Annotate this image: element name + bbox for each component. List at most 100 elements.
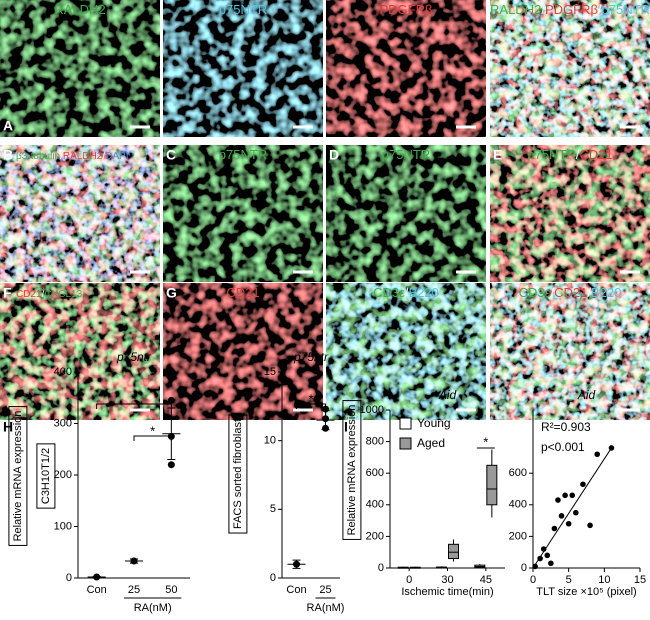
x-axis-label: RA(nM): [307, 602, 345, 614]
x-tick-label: 0: [406, 574, 412, 586]
annotation: R²=0.903: [541, 420, 591, 434]
image-title: CD21: [226, 285, 259, 300]
y-tick-label: 800: [366, 436, 384, 448]
title-part: RALDH2: [54, 2, 105, 17]
panel-label: F: [3, 285, 12, 301]
point: [587, 522, 593, 529]
point: [540, 546, 547, 552]
box: [448, 543, 459, 560]
title-part: CD21: [226, 285, 259, 300]
x-tick-label: 10: [598, 574, 610, 586]
point: [167, 461, 175, 469]
title-part: /: [541, 2, 545, 17]
micrograph: [490, 145, 650, 282]
title-part: p75NTR: [527, 147, 575, 162]
y-tick-label: 200: [54, 469, 72, 481]
micrograph: [0, 283, 160, 420]
title-part: p75NTR: [219, 2, 267, 17]
y-axis-label: Relative mRNA expression: [12, 411, 24, 542]
point: [322, 405, 329, 413]
y-tick-label: 200: [509, 530, 527, 542]
boxed-label: C3H10T1/2: [36, 443, 56, 509]
x-axis-label: Ischemic time(min): [401, 586, 493, 598]
panel-label: E: [493, 147, 502, 163]
title-part: /: [102, 151, 105, 162]
x-axis-label: TLT size ×10⁵ (pixel): [536, 586, 636, 598]
image-title: RALDH2: [54, 2, 105, 17]
point: [558, 513, 565, 519]
chart-title: p75ntr: [116, 350, 152, 364]
point: [93, 573, 101, 581]
y-tick-label: 0: [521, 562, 527, 574]
point: [537, 555, 543, 562]
title-part: /: [60, 151, 63, 162]
x-tick-label: 25: [319, 584, 331, 596]
legend-swatch: [399, 437, 412, 450]
title-part: CD21: [554, 285, 587, 300]
chart-title: Aid: [438, 388, 457, 402]
y-tick-label: 300: [54, 417, 72, 429]
x-tick-label: 45: [480, 574, 492, 586]
panel-label: H: [3, 419, 13, 435]
sig-bracket: [133, 435, 172, 441]
x-tick-label: 30: [441, 574, 453, 586]
image-title: RALDH2/PDGFRβ/p75NTR: [490, 2, 650, 17]
chart-title: Aid: [577, 388, 596, 402]
image-title: p75NTR: [219, 2, 267, 17]
x-tick-label: 25: [128, 584, 140, 596]
title-part: p75NTR: [602, 2, 650, 17]
x-axis-label: RA(nM): [134, 602, 172, 614]
title-part: CD3ε: [373, 285, 405, 300]
y-tick-label: 200: [366, 530, 384, 542]
legend-label: Young: [417, 416, 451, 430]
title-part: CXCL13: [44, 289, 82, 300]
title-part: CD21: [16, 289, 42, 300]
y-tick-label: 600: [509, 467, 527, 479]
title-part: /: [42, 289, 45, 300]
point: [594, 451, 600, 458]
y-tick-label: 0: [378, 562, 384, 574]
title-part: DAPI: [105, 151, 128, 162]
micrograph: [0, 145, 160, 282]
title-part: B220: [591, 285, 621, 300]
point: [167, 396, 175, 404]
panel-label: B: [3, 147, 13, 163]
micrograph: [0, 0, 160, 137]
x-tick-label: 0: [530, 574, 536, 586]
y-tick-label: 400: [366, 499, 384, 511]
micrograph: [163, 283, 323, 420]
boxed-label: Relative mRNA expression: [342, 400, 362, 540]
x-tick-label: 15: [634, 574, 646, 586]
sig-mark: *: [131, 391, 136, 406]
y-axis-label: C3H10T1/2: [40, 448, 52, 504]
image-title: PDGFRβ: [380, 2, 433, 17]
title-part: RALDH2: [63, 151, 103, 162]
image-title: CD3ε/B220: [373, 285, 439, 300]
y-tick-label: 0: [66, 572, 72, 584]
title-part: /: [598, 2, 602, 17]
image-title: p75NTR/CD21: [527, 147, 612, 162]
y-axis-label: FACS sorted fibroblast: [232, 419, 244, 529]
y-tick-label: 600: [366, 467, 384, 479]
title-part: /: [587, 285, 591, 300]
y-tick-label: 400: [509, 499, 527, 511]
image-title: p75NTR: [219, 147, 267, 162]
image-title: p75NTR: [382, 147, 430, 162]
micrograph: [490, 283, 650, 420]
panel-label: G: [166, 285, 177, 301]
y-tick-label: 15: [264, 366, 276, 378]
title-part: CD3ε: [519, 285, 551, 300]
title-part: /: [576, 147, 580, 162]
title-part: PDGFRβ: [545, 2, 598, 17]
y-tick-label: 0: [270, 572, 276, 584]
point: [562, 492, 568, 499]
image-title: CD3ε/CD21/B220: [519, 285, 622, 300]
point: [569, 492, 576, 499]
boxed-label: FACS sorted fibroblast: [228, 414, 248, 534]
image-title: CD21/CXCL13: [16, 289, 83, 300]
y-tick-label: 10: [264, 435, 276, 447]
panel-label: A: [3, 118, 13, 134]
y-tick-label: 100: [54, 520, 72, 532]
point: [322, 415, 329, 423]
micrograph: [490, 0, 650, 137]
